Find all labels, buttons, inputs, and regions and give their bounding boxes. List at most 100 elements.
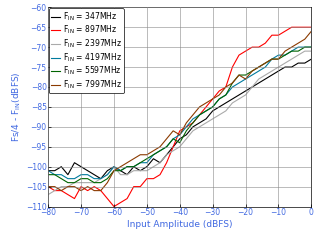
Fᴵₙ = 5597MHz	[276, 58, 281, 61]
Fᴵₙ = 897MHz	[224, 86, 228, 88]
Fᴵₙ = 2397MHz	[92, 181, 96, 184]
Fᴵₙ = 2397MHz	[204, 122, 208, 124]
Fᴵₙ = 7997MHz	[217, 94, 221, 96]
Fᴵₙ = 4197MHz	[53, 173, 57, 176]
Fᴵₙ = 897MHz	[178, 129, 182, 132]
Fᴵₙ = 347MHz	[184, 133, 188, 136]
Fᴵₙ = 2397MHz	[132, 169, 135, 172]
Fᴵₙ = 2397MHz	[73, 181, 76, 184]
Line: Fᴵₙ = 2397MHz: Fᴵₙ = 2397MHz	[48, 51, 311, 195]
Fᴵₙ = 7997MHz	[309, 30, 313, 33]
Fᴵₙ = 347MHz	[86, 169, 90, 172]
Fᴵₙ = 7997MHz	[230, 82, 234, 85]
Fᴵₙ = 5597MHz	[184, 129, 188, 132]
Fᴵₙ = 897MHz	[165, 161, 169, 164]
Fᴵₙ = 7997MHz	[250, 69, 254, 72]
Fᴵₙ = 347MHz	[309, 58, 313, 61]
Fᴵₙ = 7997MHz	[211, 97, 214, 100]
Fᴵₙ = 2397MHz	[46, 193, 50, 196]
Line: Fᴵₙ = 7997MHz: Fᴵₙ = 7997MHz	[48, 31, 311, 191]
Fᴵₙ = 5597MHz	[270, 58, 274, 61]
Fᴵₙ = 897MHz	[145, 177, 149, 180]
Fᴵₙ = 347MHz	[66, 173, 70, 176]
Fᴵₙ = 5597MHz	[217, 97, 221, 100]
Fᴵₙ = 897MHz	[92, 185, 96, 188]
Fᴵₙ = 5597MHz	[171, 137, 175, 140]
Fᴵₙ = 5597MHz	[290, 50, 294, 52]
Fᴵₙ = 347MHz	[290, 66, 294, 69]
Fᴵₙ = 5597MHz	[132, 165, 135, 168]
Fᴵₙ = 7997MHz	[145, 153, 149, 156]
Fᴵₙ = 897MHz	[290, 26, 294, 29]
Fᴵₙ = 5597MHz	[105, 177, 109, 180]
Fᴵₙ = 4197MHz	[46, 169, 50, 172]
Fᴵₙ = 897MHz	[184, 125, 188, 128]
Fᴵₙ = 347MHz	[79, 165, 83, 168]
Fᴵₙ = 5597MHz	[145, 157, 149, 160]
Fᴵₙ = 347MHz	[178, 137, 182, 140]
Fᴵₙ = 2397MHz	[79, 181, 83, 184]
Fᴵₙ = 347MHz	[145, 165, 149, 168]
Fᴵₙ = 7997MHz	[171, 129, 175, 132]
Fᴵₙ = 897MHz	[171, 145, 175, 148]
Fᴵₙ = 897MHz	[99, 189, 103, 192]
Fᴵₙ = 2397MHz	[152, 165, 155, 168]
Fᴵₙ = 5597MHz	[250, 69, 254, 72]
Fᴵₙ = 897MHz	[73, 197, 76, 200]
Fᴵₙ = 2397MHz	[270, 69, 274, 72]
Fᴵₙ = 7997MHz	[86, 185, 90, 188]
Fᴵₙ = 2397MHz	[244, 94, 247, 96]
Fᴵₙ = 2397MHz	[230, 102, 234, 104]
Fᴵₙ = 347MHz	[191, 125, 195, 128]
Fᴵₙ = 5597MHz	[197, 113, 202, 116]
Fᴵₙ = 897MHz	[138, 185, 142, 188]
Fᴵₙ = 2397MHz	[86, 181, 90, 184]
Fᴵₙ = 5597MHz	[59, 177, 63, 180]
Fᴵₙ = 5597MHz	[118, 169, 122, 172]
Fᴵₙ = 347MHz	[217, 105, 221, 108]
Fᴵₙ = 347MHz	[171, 145, 175, 148]
Fᴵₙ = 347MHz	[211, 109, 214, 112]
Fᴵₙ = 347MHz	[165, 153, 169, 156]
Fᴵₙ = 2397MHz	[217, 113, 221, 116]
Fᴵₙ = 2397MHz	[303, 50, 307, 52]
Fᴵₙ = 5597MHz	[112, 169, 116, 172]
Fᴵₙ = 5597MHz	[66, 181, 70, 184]
Fᴵₙ = 2397MHz	[138, 169, 142, 172]
Fᴵₙ = 897MHz	[158, 173, 162, 176]
Fᴵₙ = 5597MHz	[178, 141, 182, 144]
Fᴵₙ = 2397MHz	[99, 177, 103, 180]
Fᴵₙ = 5597MHz	[152, 153, 155, 156]
Fᴵₙ = 897MHz	[204, 105, 208, 108]
Fᴵₙ = 7997MHz	[276, 58, 281, 61]
Fᴵₙ = 2397MHz	[165, 153, 169, 156]
Fᴵₙ = 7997MHz	[73, 185, 76, 188]
Fᴵₙ = 7997MHz	[118, 165, 122, 168]
Fᴵₙ = 4197MHz	[73, 177, 76, 180]
Fᴵₙ = 5597MHz	[53, 173, 57, 176]
Fᴵₙ = 2397MHz	[309, 50, 313, 52]
Fᴵₙ = 5597MHz	[224, 94, 228, 96]
Fᴵₙ = 5597MHz	[158, 149, 162, 152]
Fᴵₙ = 2397MHz	[237, 97, 241, 100]
Fᴵₙ = 5597MHz	[99, 181, 103, 184]
Fᴵₙ = 897MHz	[276, 34, 281, 37]
Legend: F$_{\rm IN}$ = 347MHz, F$_{\rm IN}$ = 897MHz, F$_{\rm IN}$ = 2397MHz, F$_{\rm IN: F$_{\rm IN}$ = 347MHz, F$_{\rm IN}$ = 89…	[49, 8, 124, 93]
Fᴵₙ = 4197MHz	[276, 54, 281, 57]
Fᴵₙ = 347MHz	[152, 157, 155, 160]
Fᴵₙ = 897MHz	[105, 197, 109, 200]
Fᴵₙ = 4197MHz	[230, 86, 234, 88]
Fᴵₙ = 7997MHz	[99, 189, 103, 192]
Fᴵₙ = 4197MHz	[191, 117, 195, 120]
Fᴵₙ = 2397MHz	[125, 173, 129, 176]
Fᴵₙ = 347MHz	[92, 173, 96, 176]
Fᴵₙ = 4197MHz	[99, 177, 103, 180]
Fᴵₙ = 897MHz	[303, 26, 307, 29]
Fᴵₙ = 347MHz	[125, 173, 129, 176]
Fᴵₙ = 7997MHz	[283, 50, 287, 52]
Fᴵₙ = 2397MHz	[263, 74, 267, 77]
Fᴵₙ = 347MHz	[118, 169, 122, 172]
Line: Fᴵₙ = 347MHz: Fᴵₙ = 347MHz	[48, 59, 311, 179]
Fᴵₙ = 4197MHz	[118, 169, 122, 172]
Fᴵₙ = 4197MHz	[237, 82, 241, 85]
